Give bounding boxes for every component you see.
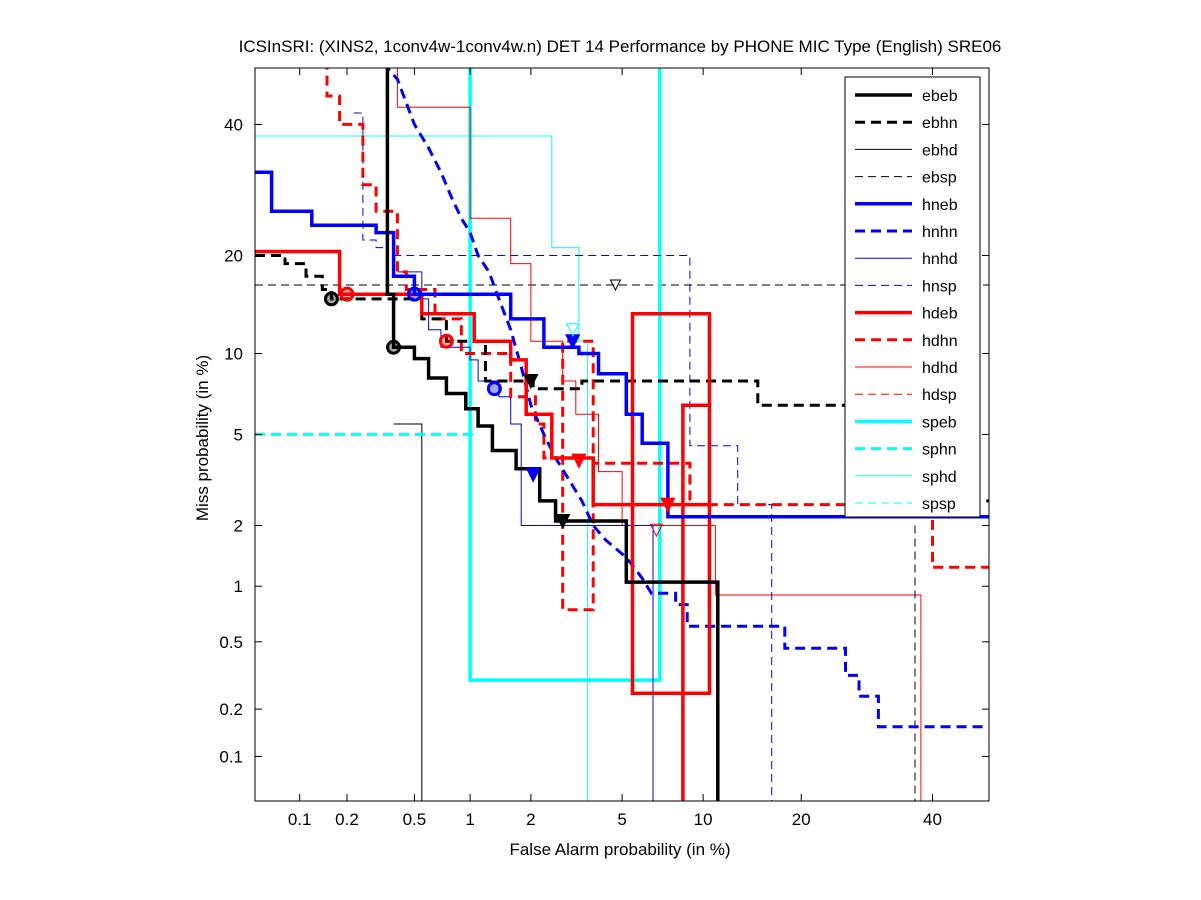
marker-ebhn-circle: [323, 291, 339, 307]
y-tick-label: 0.1: [219, 747, 243, 766]
series-line-hnhd: [397, 271, 654, 801]
legend-label-sphn: sphn: [922, 442, 957, 459]
series-line-hdeb: [255, 249, 712, 801]
series-line-ebeb: [385, 68, 720, 801]
marker-ebhn-triangle: [523, 373, 539, 390]
legend-label-hdhn: hdhn: [922, 333, 958, 350]
x-tick-label: 0.1: [288, 810, 312, 829]
legend-label-spsp: spsp: [922, 496, 956, 513]
legend-label-speb: speb: [922, 414, 957, 431]
legend-label-ebhn: ebhn: [922, 115, 958, 132]
y-tick-label: 0.5: [219, 633, 243, 652]
x-tick-label: 0.2: [335, 810, 359, 829]
marker-hdsp-triangle: [649, 523, 664, 538]
marker-hdhn-circle: [438, 333, 454, 349]
marker-hdhn-triangle: [571, 453, 587, 469]
x-tick-label: 40: [923, 810, 942, 829]
marker-sphd-triangle: [565, 323, 580, 337]
x-tick-label: 1: [465, 810, 474, 829]
series-line-hdhd: [396, 68, 922, 801]
legend: ebeb ebhn ebhd ebsp hneb hnhn hnhd hnsp hdeb hdhn…: [844, 76, 981, 518]
legend-label-hdeb: hdeb: [922, 306, 958, 323]
series-line-ebhn: [255, 254, 989, 503]
marker-reference-triangle: [609, 279, 622, 292]
y-tick-label: 5: [234, 425, 243, 444]
y-tick-label: 20: [224, 246, 243, 265]
axis-ticks: 0.1 0.2 0.5 1 2 5 10 20 40 0.1 0.2 0.5 1 2 5 10 20 40: [219, 68, 989, 829]
legend-label-hnsp: hnsp: [922, 278, 957, 295]
series-line-hneb: [255, 170, 989, 519]
series-line-hdhn: [325, 68, 989, 612]
marker-hneb-circle: [406, 286, 422, 302]
marker-hdeb-circle: [339, 286, 355, 302]
y-tick-label: 1: [234, 577, 243, 596]
y-tick-label: 2: [234, 516, 243, 535]
legend-label-ebsp: ebsp: [922, 170, 957, 187]
legend-label-ebhd: ebhd: [922, 142, 958, 159]
series-line-ebhd: [393, 423, 423, 801]
series-line-speb: [468, 68, 662, 682]
legend-label-hnhd: hnhd: [922, 251, 958, 268]
marker-ebeb-circle: [386, 339, 402, 355]
x-tick-label: 20: [792, 810, 811, 829]
y-axis-label: Miss probability (in %): [193, 355, 212, 521]
x-axis-label: False Alarm probability (in %): [509, 840, 730, 859]
x-tick-label: 0.5: [403, 810, 427, 829]
y-tick-label: 40: [224, 115, 243, 134]
y-tick-label: 10: [224, 344, 243, 363]
x-tick-label: 2: [526, 810, 535, 829]
marker-layer: [323, 279, 676, 538]
series-line-hnhn: [385, 68, 989, 729]
marker-hdeb-triangle: [660, 497, 676, 513]
y-tick-label: 0.2: [219, 700, 243, 719]
legend-label-hdhd: hdhd: [922, 360, 958, 377]
legend-label-ebeb: ebeb: [922, 88, 958, 105]
marker-ebeb-triangle: [555, 513, 571, 530]
marker-hnhn-triangle: [525, 467, 541, 483]
legend-box: [844, 76, 981, 518]
x-tick-label: 5: [617, 810, 626, 829]
legend-label-hdsp: hdsp: [922, 387, 957, 404]
legend-label-sphd: sphd: [922, 469, 957, 486]
x-tick-label: 10: [694, 810, 713, 829]
legend-label-hneb: hneb: [922, 197, 958, 214]
marker-hnhn-circle: [486, 381, 502, 397]
chart-title: ICSInSRI: (XINS2, 1conv4w-1conv4w.n) DET…: [239, 37, 1002, 56]
legend-label-hnhn: hnhn: [922, 224, 958, 241]
